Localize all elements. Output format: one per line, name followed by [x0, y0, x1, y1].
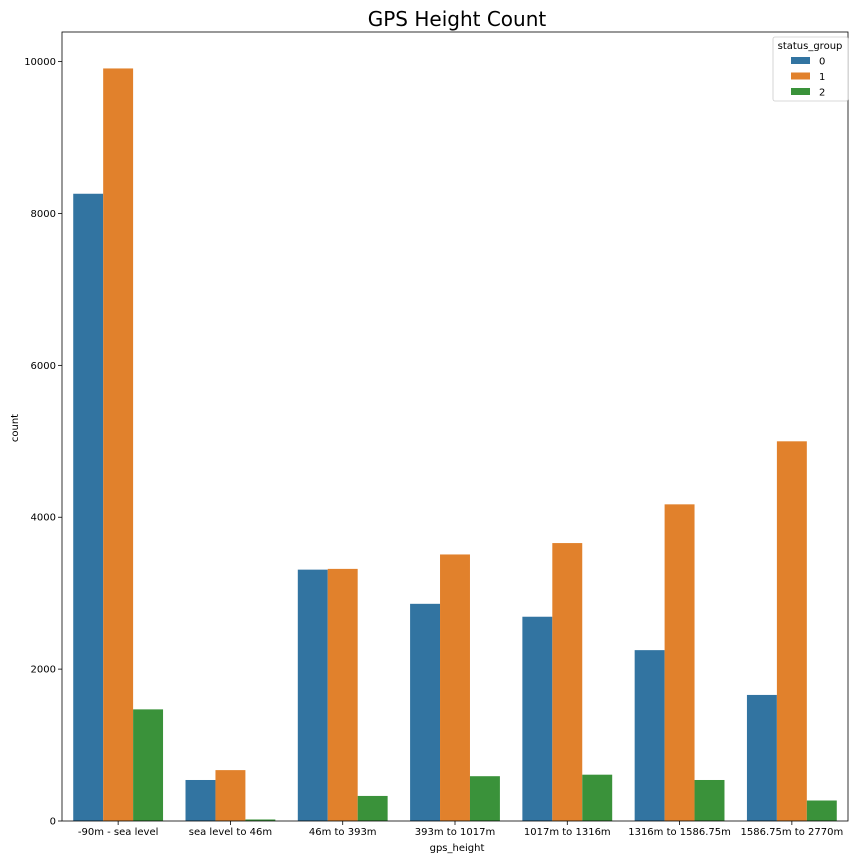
y-tick-label: 6000 [31, 361, 56, 372]
legend-label-0: 0 [819, 57, 825, 68]
legend-items: 0 1 2 [791, 57, 825, 99]
legend-swatch-2 [791, 88, 810, 95]
bar-series-0-2 [297, 569, 328, 821]
bar-series-0-0 [73, 193, 104, 821]
bar-series-2-0 [133, 709, 164, 821]
x-tick-label: 393m to 1017m [415, 827, 495, 838]
y-axis-label: count [10, 414, 21, 442]
x-axis: -90m - sea level sea level to 46m 46m to 3… [78, 821, 843, 838]
legend-swatch-0 [791, 57, 810, 64]
y-tick-label: 0 [50, 817, 56, 828]
bar-series-2-3 [469, 776, 500, 821]
bar-series-1-1 [215, 770, 246, 821]
bar-series-0-4 [522, 616, 553, 821]
x-tick-label: 1586.75m to 2770m [741, 827, 844, 838]
bar-series-2-5 [694, 779, 725, 821]
bar-series-2-6 [806, 800, 837, 821]
legend: status_group 0 1 2 [772, 36, 849, 102]
y-tick-label: 10000 [24, 57, 56, 68]
bar-series-0-5 [634, 650, 665, 821]
bar-series-2-2 [357, 795, 388, 821]
plot-area: 0 2000 4000 6000 8000 10000 -90m - sea level s… [24, 31, 849, 838]
x-tick-label: 1017m to 1316m [524, 827, 611, 838]
bar-series-1-5 [664, 504, 695, 821]
x-axis-label: gps_height [430, 843, 485, 854]
bars [73, 68, 837, 821]
bar-series-1-3 [440, 554, 470, 821]
legend-label-2: 2 [819, 88, 825, 99]
x-tick-label: 46m to 393m [309, 827, 377, 838]
legend-box [772, 36, 849, 102]
x-tick-label: -90m - sea level [78, 827, 159, 838]
y-tick-label: 2000 [31, 665, 56, 676]
bar-series-1-4 [552, 543, 583, 821]
bar-series-2-1 [245, 819, 276, 821]
x-tick-label: 1316m to 1586.75m [628, 827, 731, 838]
bar-series-0-1 [185, 779, 216, 821]
y-tick-label: 8000 [31, 209, 56, 220]
legend-title: status_group [778, 41, 843, 52]
chart-title: GPS Height Count [368, 7, 547, 31]
legend-swatch-1 [791, 72, 810, 80]
bar-series-1-2 [327, 568, 358, 821]
bar-series-1-6 [776, 441, 807, 821]
bar-series-1-0 [103, 68, 134, 821]
bar-series-0-3 [410, 603, 441, 821]
x-tick-label: sea level to 46m [189, 827, 272, 838]
y-axis: 0 2000 4000 6000 8000 10000 [24, 57, 62, 828]
legend-label-1: 1 [819, 72, 825, 83]
bar-series-0-6 [746, 694, 777, 821]
bar-series-2-4 [582, 774, 613, 821]
y-tick-label: 4000 [31, 513, 56, 524]
